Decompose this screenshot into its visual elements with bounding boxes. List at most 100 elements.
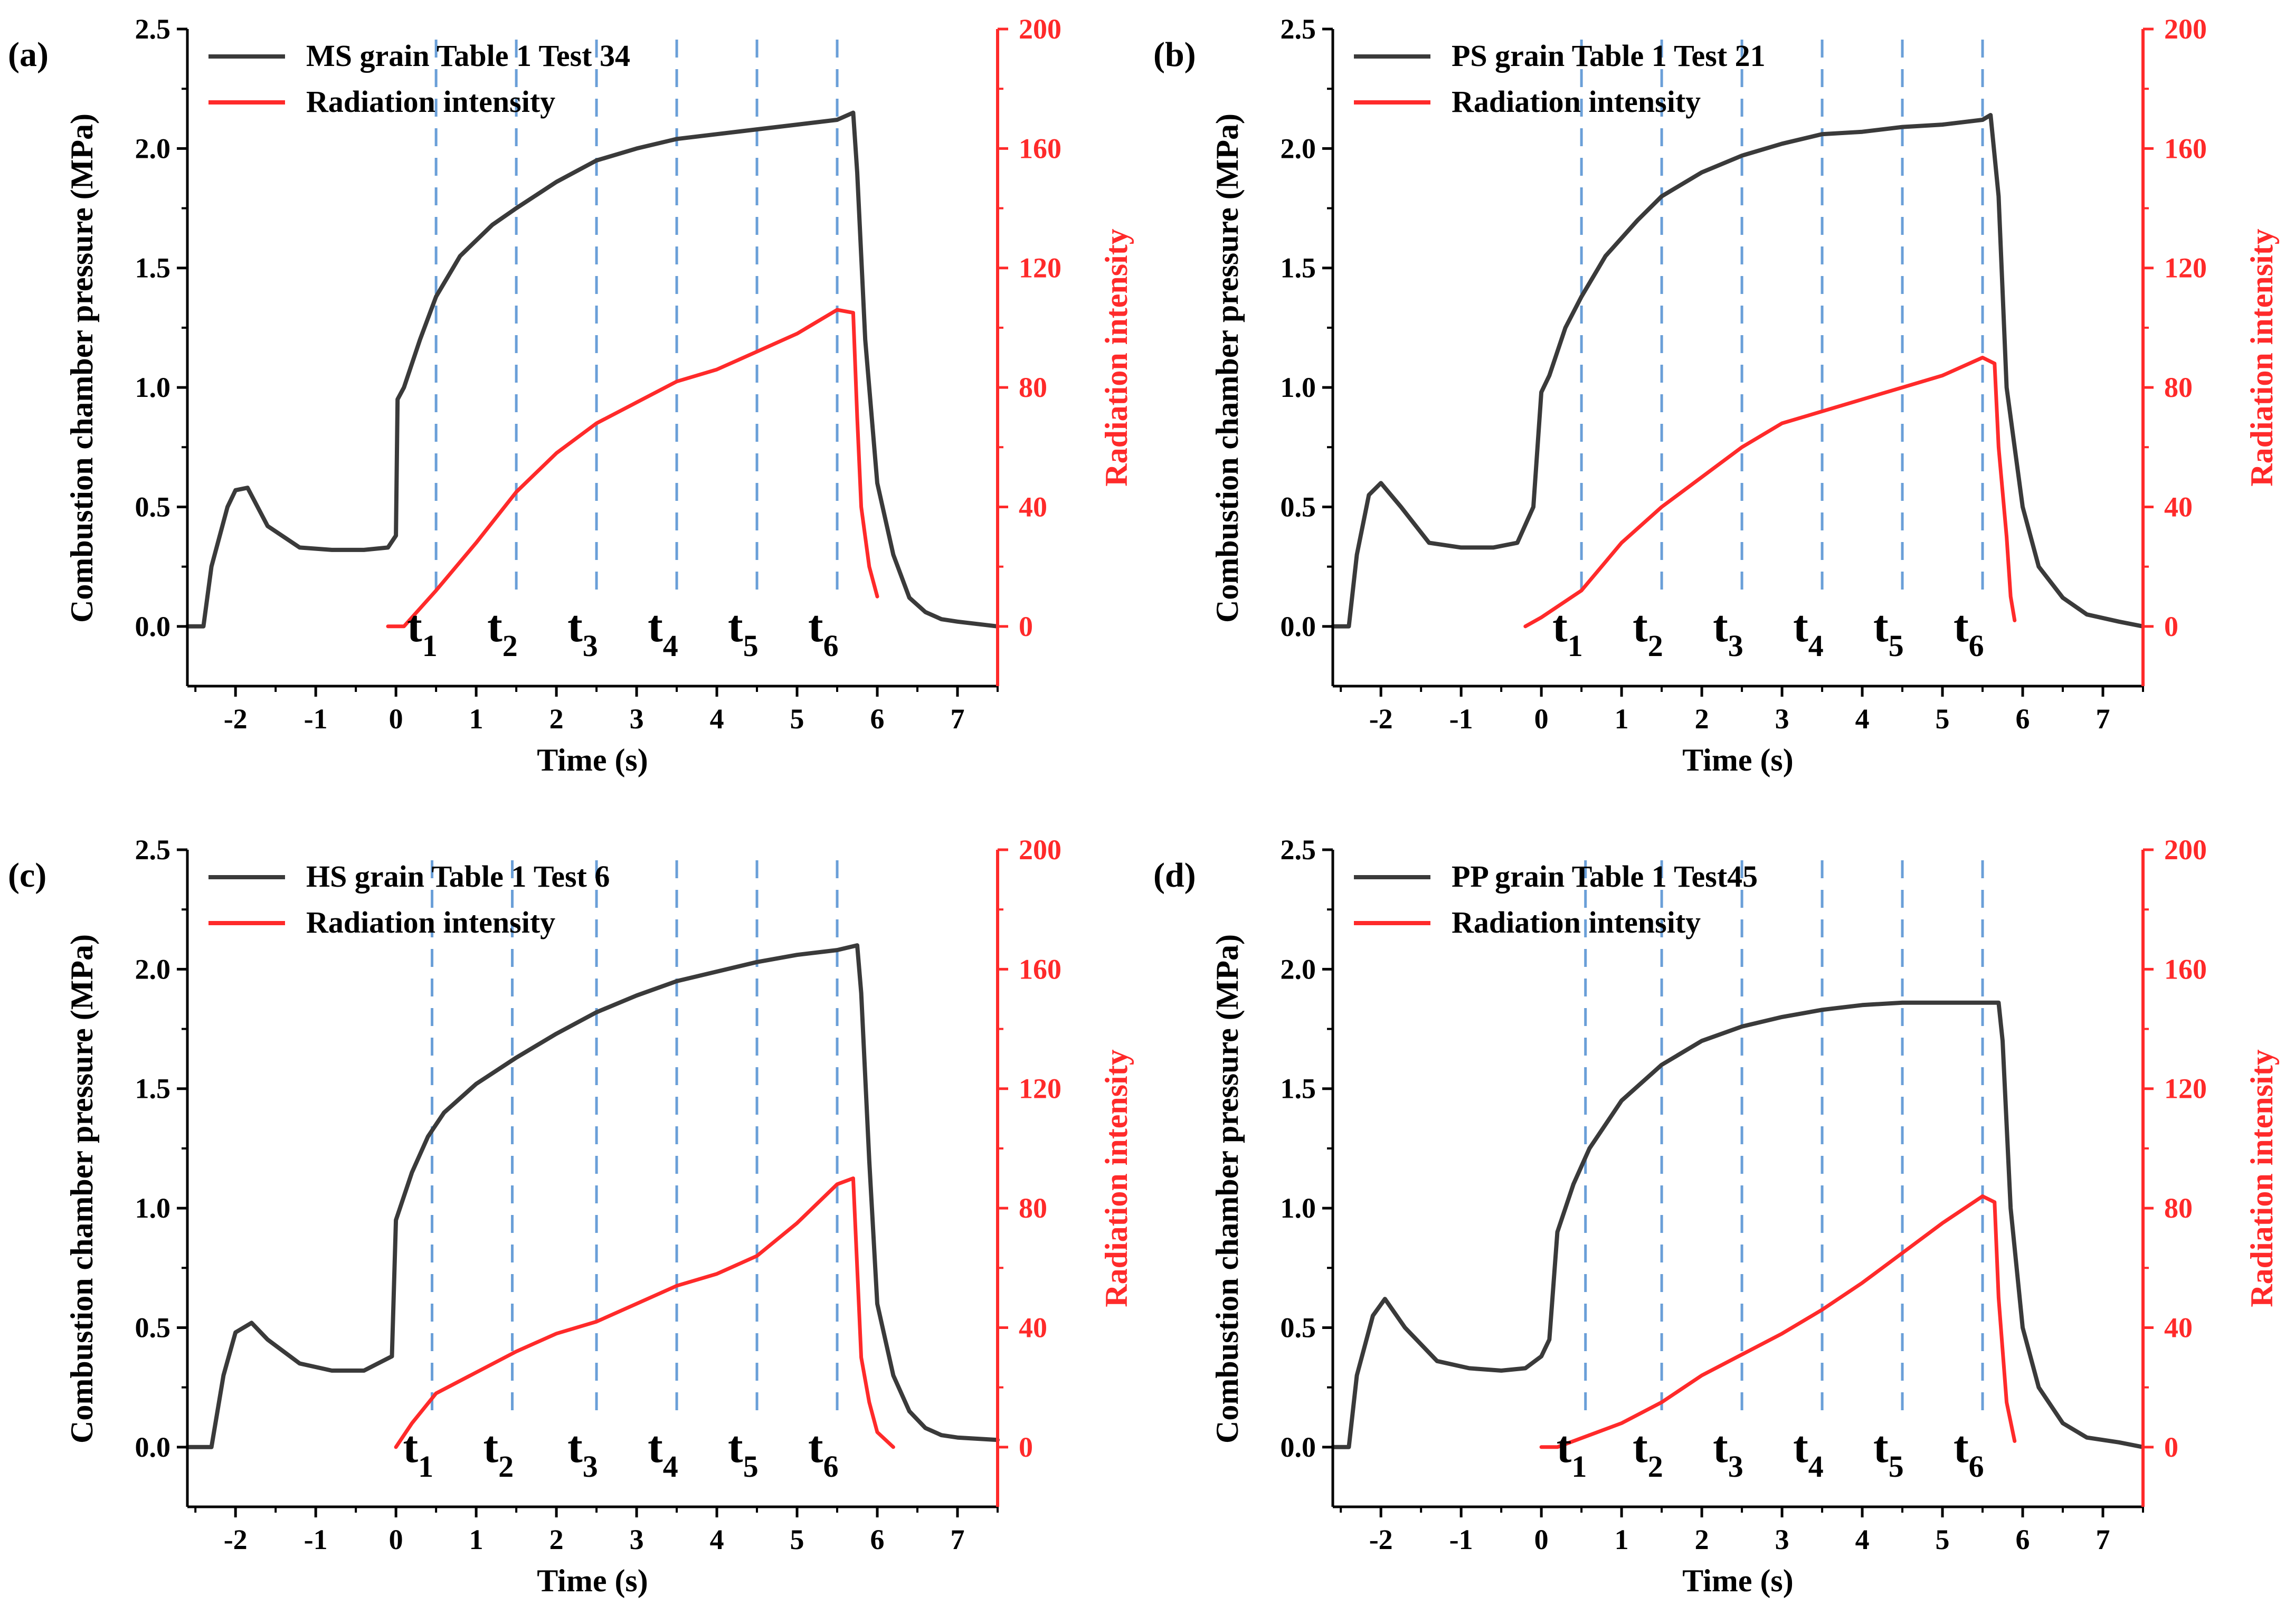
marker-sub-t1: 1	[1568, 629, 1583, 663]
y-right-axis-title: Radiation intensity	[1099, 1049, 1134, 1307]
y-left-tick-label: 1.5	[1281, 1073, 1316, 1105]
x-tick-label: -2	[1369, 703, 1393, 735]
marker-sub-t3: 3	[583, 629, 598, 663]
marker-sub-t3: 3	[1728, 629, 1743, 663]
marker-sub-t1: 1	[418, 1449, 433, 1484]
y-left-tick-label: 0.0	[135, 1431, 171, 1463]
x-tick-label: 6	[870, 703, 885, 735]
x-tick-label: 3	[630, 703, 644, 735]
x-tick-label: 4	[710, 703, 724, 735]
x-tick-label: 0	[389, 1524, 403, 1555]
x-tick-label: 7	[2096, 703, 2110, 735]
y-right-tick-label: 200	[2164, 13, 2207, 45]
y-right-tick-label: 120	[1019, 1073, 1061, 1105]
pressure-series-line	[185, 943, 1000, 1449]
marker-sub-t6: 6	[823, 1449, 839, 1484]
y-left-axis-title: Combustion chamber pressure (MPa)	[64, 113, 99, 623]
y-right-tick-label: 80	[2164, 1192, 2193, 1224]
x-tick-label: 1	[469, 703, 483, 735]
x-tick-label: -2	[1369, 1524, 1393, 1555]
x-tick-label: 7	[951, 1524, 965, 1555]
x-tick-label: 0	[389, 703, 403, 735]
legend-label-radiation: Radiation intensity	[1452, 905, 1701, 939]
panel-label: (d)	[1153, 856, 1196, 895]
panels-group: (a)-2 -1 0 1 2 3 4 5 6 70.00.51.01.52.02.50408012…	[8, 13, 2279, 1598]
x-tick-label: 6	[2016, 703, 2030, 735]
marker-sub-t5: 5	[743, 1449, 758, 1484]
y-right-tick-label: 40	[2164, 1312, 2193, 1343]
x-tick-label: 1	[1615, 703, 1629, 735]
y-left-tick-label: 2.0	[135, 132, 171, 164]
panel-label: (a)	[8, 35, 49, 74]
x-tick-label: 7	[951, 703, 965, 735]
x-tick-label: -1	[1449, 1524, 1473, 1555]
y-left-tick-label: 2.0	[135, 953, 171, 985]
panel-c: (c)-2 -1 0 1 2 3 4 5 6 70.00.51.01.52.02.50408012…	[8, 834, 1134, 1598]
pressure-series-line	[1331, 113, 2145, 629]
x-tick-label: 5	[790, 703, 804, 735]
radiation-series-line	[394, 1176, 895, 1449]
x-tick-label: 2	[549, 1524, 564, 1555]
legend-label-radiation: Radiation intensity	[306, 905, 555, 939]
x-tick-label: -1	[304, 1524, 328, 1555]
y-left-tick-label: 0.5	[1281, 1312, 1316, 1343]
pressure-series-line	[1331, 1000, 2145, 1449]
marker-sub-t2: 2	[1648, 629, 1663, 663]
y-left-tick-label: 1.0	[135, 1192, 171, 1224]
marker-sub-t1: 1	[1571, 1449, 1587, 1484]
y-right-tick-label: 80	[1019, 1192, 1047, 1224]
y-right-tick-label: 80	[2164, 372, 2193, 403]
x-tick-label: 3	[1775, 703, 1789, 735]
marker-sub-t1: 1	[422, 629, 438, 663]
marker-sub-t3: 3	[1728, 1449, 1743, 1484]
marker-sub-t6: 6	[823, 629, 839, 663]
x-tick-label: 1	[469, 1524, 483, 1555]
legend-label-radiation: Radiation intensity	[1452, 84, 1701, 119]
y-right-tick-label: 40	[1019, 491, 1047, 523]
y-right-tick-label: 40	[2164, 491, 2193, 523]
x-axis-title: Time (s)	[1682, 1563, 1794, 1598]
x-tick-label: 2	[549, 703, 564, 735]
x-axis-title: Time (s)	[537, 1563, 648, 1598]
marker-sub-t2: 2	[502, 629, 518, 663]
x-tick-label: 1	[1615, 1524, 1629, 1555]
y-left-tick-label: 2.5	[1281, 13, 1316, 45]
y-left-axis-title: Combustion chamber pressure (MPa)	[64, 934, 99, 1443]
y-right-axis-title: Radiation intensity	[2244, 229, 2279, 486]
marker-sub-t6: 6	[1969, 1449, 1984, 1484]
x-axis-title: Time (s)	[537, 743, 648, 777]
x-tick-label: 0	[1534, 1524, 1549, 1555]
y-right-tick-label: 160	[1019, 132, 1061, 164]
y-right-tick-label: 160	[1019, 953, 1061, 985]
x-tick-label: 2	[1695, 1524, 1709, 1555]
panel-a: (a)-2 -1 0 1 2 3 4 5 6 70.00.51.01.52.02.50408012…	[8, 13, 1134, 777]
y-right-tick-label: 80	[1019, 372, 1047, 403]
radiation-series-line	[386, 308, 879, 629]
x-tick-label: 4	[1855, 703, 1870, 735]
y-left-axis-title: Combustion chamber pressure (MPa)	[1210, 934, 1245, 1443]
y-right-tick-label: 120	[1019, 252, 1061, 284]
y-left-tick-label: 1.5	[135, 1073, 171, 1105]
y-left-tick-label: 2.5	[135, 834, 171, 866]
y-left-tick-label: 0.5	[135, 1312, 171, 1343]
legend-label-pressure: HS grain Table 1 Test 6	[306, 859, 610, 894]
x-tick-label: 0	[1534, 703, 1549, 735]
x-tick-label: 2	[1695, 703, 1709, 735]
y-left-tick-label: 2.0	[1281, 953, 1316, 985]
y-right-tick-label: 120	[2164, 252, 2207, 284]
marker-sub-t4: 4	[663, 1449, 678, 1484]
y-left-tick-label: 2.5	[1281, 834, 1316, 866]
x-tick-label: 6	[2016, 1524, 2030, 1555]
marker-sub-t4: 4	[1808, 629, 1824, 663]
x-tick-label: -1	[1449, 703, 1473, 735]
y-right-tick-label: 160	[2164, 132, 2207, 164]
y-right-tick-label: 200	[1019, 13, 1061, 45]
x-axis-title: Time (s)	[1682, 743, 1794, 777]
y-right-tick-label: 0	[1019, 611, 1033, 642]
marker-sub-t4: 4	[1808, 1449, 1824, 1484]
y-left-tick-label: 1.0	[1281, 1192, 1316, 1224]
x-tick-label: 5	[1936, 1524, 1950, 1555]
y-left-tick-label: 1.5	[1281, 252, 1316, 284]
panel-label: (c)	[8, 856, 46, 895]
legend-label-pressure: PS grain Table 1 Test 21	[1452, 39, 1766, 73]
